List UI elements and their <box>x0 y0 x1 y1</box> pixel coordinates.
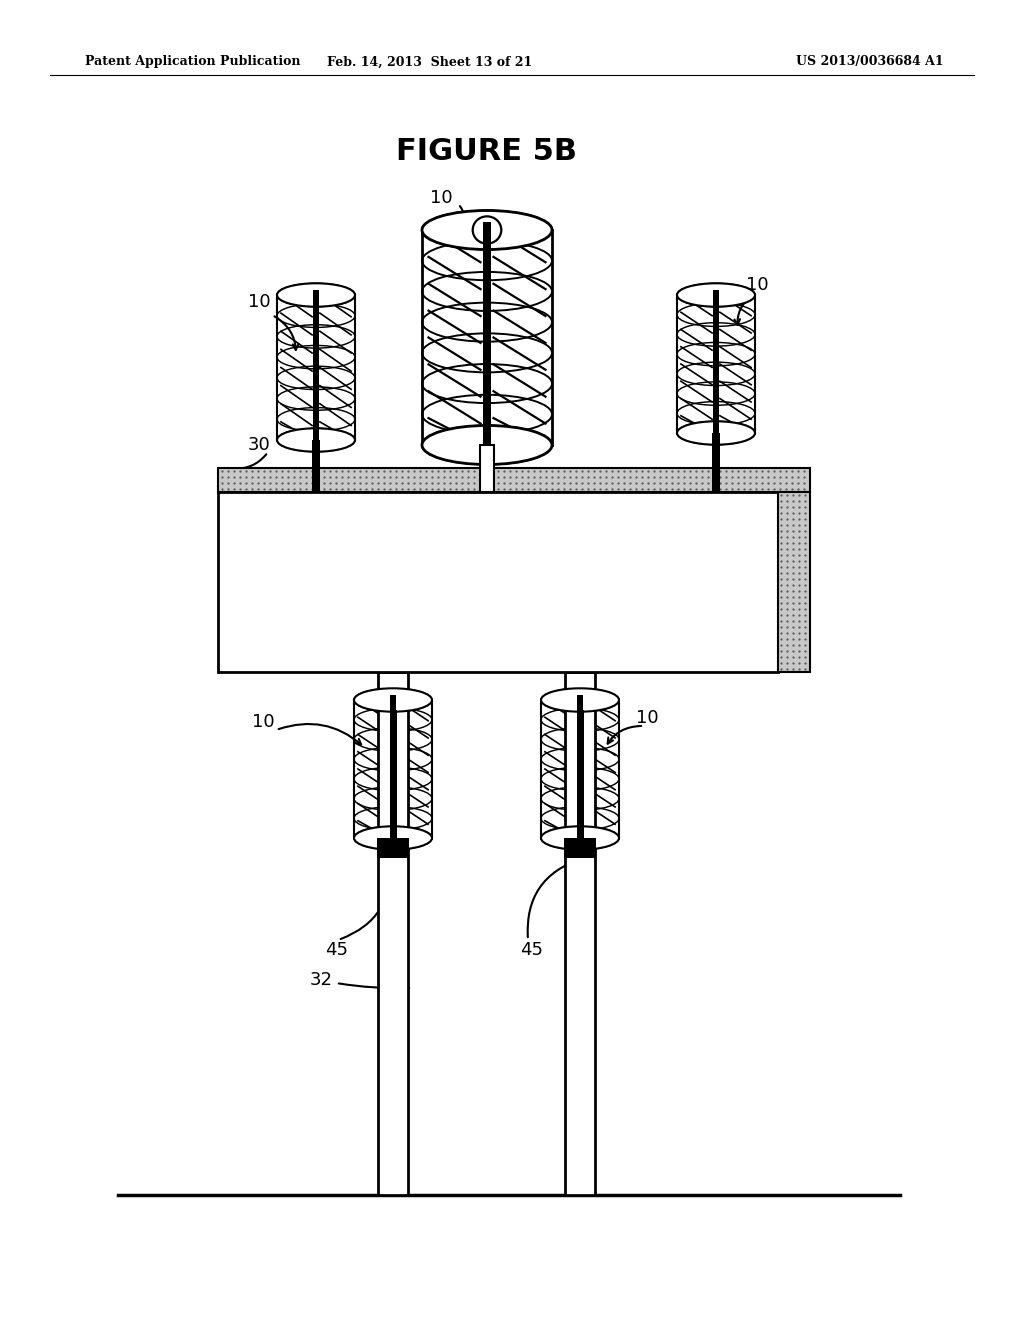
Ellipse shape <box>278 428 355 451</box>
Ellipse shape <box>422 210 552 249</box>
Bar <box>218 469 810 492</box>
Ellipse shape <box>354 826 432 850</box>
Ellipse shape <box>473 216 502 244</box>
Ellipse shape <box>541 826 618 850</box>
Bar <box>422 230 552 445</box>
Text: US 2013/0036684 A1: US 2013/0036684 A1 <box>797 55 944 69</box>
Bar <box>390 696 395 842</box>
Bar <box>218 492 778 672</box>
Text: 32: 32 <box>310 972 333 989</box>
Bar <box>480 445 494 492</box>
Text: 10: 10 <box>430 189 453 207</box>
Text: FIGURE 5B: FIGURE 5B <box>396 137 578 166</box>
Bar <box>565 672 595 1195</box>
Bar <box>389 710 396 858</box>
Bar <box>712 433 720 492</box>
Text: Feb. 14, 2013  Sheet 13 of 21: Feb. 14, 2013 Sheet 13 of 21 <box>328 55 532 69</box>
Text: 10: 10 <box>746 276 769 294</box>
Ellipse shape <box>677 421 755 445</box>
Bar <box>312 440 319 492</box>
Bar <box>377 838 409 858</box>
Ellipse shape <box>354 688 432 711</box>
Bar <box>313 290 318 445</box>
Bar <box>778 492 810 672</box>
Ellipse shape <box>278 284 355 306</box>
Text: Patent Application Publication: Patent Application Publication <box>85 55 300 69</box>
Bar <box>677 294 755 433</box>
Bar <box>278 294 355 440</box>
Bar <box>564 838 596 858</box>
Bar <box>577 710 584 858</box>
Bar <box>482 222 492 453</box>
Text: 45: 45 <box>325 941 348 960</box>
Bar <box>578 696 583 842</box>
Bar <box>714 290 719 438</box>
Text: 30: 30 <box>248 436 270 454</box>
Bar <box>378 672 408 1195</box>
Text: 45: 45 <box>520 941 543 960</box>
Ellipse shape <box>541 688 618 711</box>
Text: 10: 10 <box>252 713 274 731</box>
Text: 10: 10 <box>636 709 658 727</box>
Ellipse shape <box>677 284 755 306</box>
Bar <box>354 700 432 838</box>
Ellipse shape <box>422 425 552 465</box>
Bar <box>541 700 618 838</box>
Text: 10: 10 <box>248 293 270 312</box>
